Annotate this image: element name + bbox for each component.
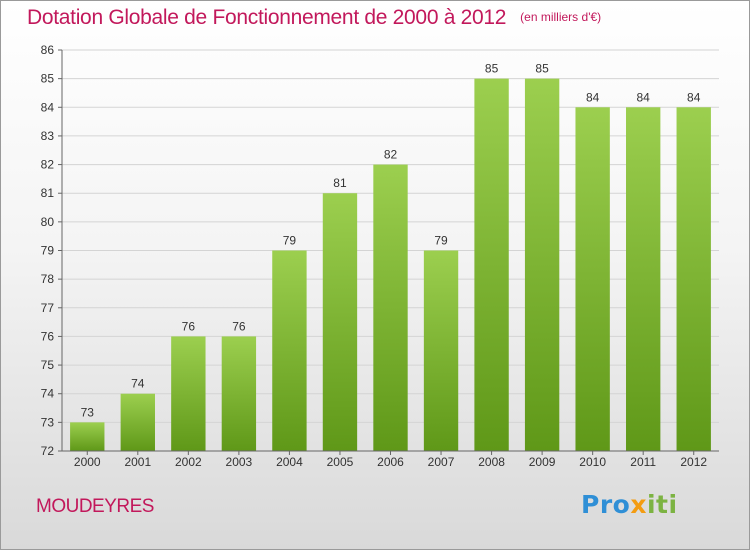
x-tick-label-2012: 2012 [680, 455, 707, 469]
data-label-2007: 79 [434, 234, 448, 248]
proxiti-logo: Proxiti [581, 490, 678, 519]
y-tick-label: 74 [41, 387, 55, 401]
data-label-2010: 84 [586, 90, 600, 104]
data-label-2005: 81 [333, 176, 347, 190]
x-tick-label-2011: 2011 [630, 455, 656, 469]
data-label-2002: 76 [182, 319, 196, 333]
x-tick-label-2000: 2000 [74, 455, 101, 469]
logo-part-2: x [630, 490, 647, 519]
y-tick-label: 73 [41, 415, 55, 429]
bar-2006 [373, 164, 408, 452]
y-tick-label: 81 [41, 186, 55, 200]
y-tick-label: 76 [41, 329, 55, 343]
data-label-2011: 84 [637, 90, 651, 104]
data-labels: 73 74 76 76 79 81 82 79 85 85 84 84 84 [81, 62, 701, 420]
x-tick-label-2008: 2008 [478, 455, 505, 469]
y-tick-label: 80 [41, 215, 55, 229]
y-tick-label: 75 [41, 358, 55, 372]
bar-2011 [626, 107, 661, 452]
x-tick-label-2002: 2002 [175, 455, 202, 469]
chart-title: Dotation Globale de Fonctionnement de 20… [27, 6, 601, 30]
y-tick-label: 72 [41, 444, 55, 458]
bars [70, 78, 711, 452]
y-tick-label: 86 [41, 43, 55, 57]
x-tick-label-2007: 2007 [428, 455, 455, 469]
unit-note: (en milliers d'€) [520, 10, 602, 24]
y-tick-label: 84 [41, 100, 55, 114]
bar-2003 [221, 336, 257, 451]
logo-part-3: iti [646, 490, 678, 519]
data-label-2000: 73 [81, 405, 95, 419]
data-label-2006: 82 [384, 148, 398, 162]
y-tick-label: 82 [41, 158, 55, 172]
bar-2000 [70, 422, 105, 451]
data-label-2012: 84 [687, 90, 701, 104]
x-tick-label-2003: 2003 [226, 455, 253, 469]
commune-name: MOUDEYRES [36, 496, 154, 517]
x-tick-label-2004: 2004 [276, 455, 303, 469]
bar-2008 [474, 78, 509, 452]
x-tick-label-2006: 2006 [377, 455, 404, 469]
data-label-2009: 85 [535, 62, 549, 76]
bar-2010 [575, 107, 610, 452]
chart-title-text: Dotation Globale de Fonctionnement de 20… [27, 6, 507, 29]
data-label-2004: 79 [283, 234, 297, 248]
y-tick-label: 79 [41, 244, 55, 258]
bar-2002 [171, 336, 206, 451]
bar-2012 [676, 107, 711, 452]
y-tick-label: 77 [41, 301, 55, 315]
bar-2005 [322, 193, 358, 451]
x-tick-label-2009: 2009 [529, 455, 556, 469]
y-tick-label: 85 [41, 72, 55, 86]
logo-part-1: Pro [581, 490, 631, 519]
bar-2009 [524, 78, 560, 452]
bar-2004 [272, 250, 307, 451]
y-tick-label: 78 [41, 272, 55, 286]
axes: 72 73 74 75 76 77 78 79 80 81 82 83 84 85 86 2000 2001 20… [41, 43, 719, 469]
bar-2001 [120, 393, 155, 451]
y-tick-label: 83 [41, 129, 55, 143]
x-tick-label-2001: 2001 [124, 455, 151, 469]
bar-2007 [423, 250, 459, 451]
data-label-2001: 74 [131, 377, 145, 391]
data-label-2003: 76 [232, 319, 246, 333]
data-label-2008: 85 [485, 62, 499, 76]
x-tick-label-2005: 2005 [327, 455, 354, 469]
x-tick-label-2010: 2010 [579, 455, 606, 469]
